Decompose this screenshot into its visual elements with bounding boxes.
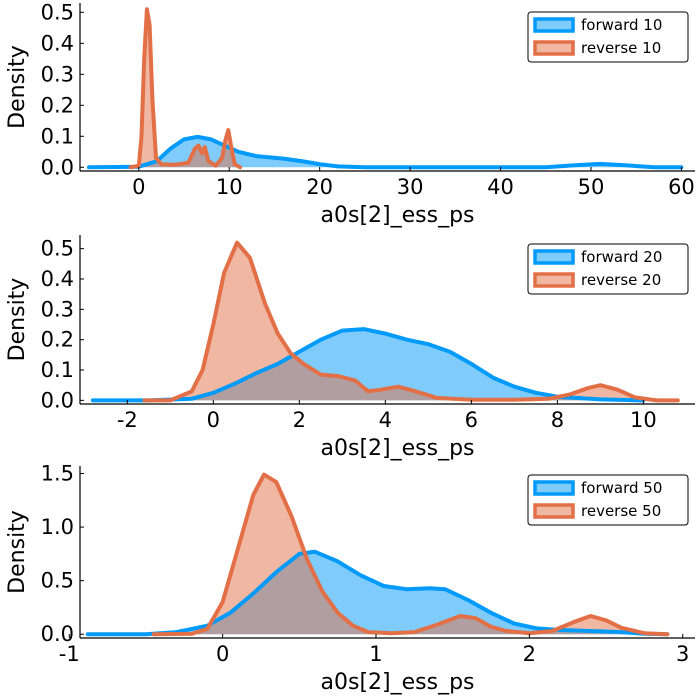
series-1-line: [90, 327, 646, 403]
series-2-area: [144, 242, 678, 401]
x-tick-label: 3: [676, 642, 689, 666]
legend-entry-label: forward 50: [581, 479, 662, 497]
series-1-area: [92, 329, 644, 401]
x-tick-label: 2: [293, 408, 306, 432]
subplot-2: -2 0 2 4 6 8 10 0.0 0.1 0.2 0.3 0.4 0.5 a0s[2]_ess_ps…: [5, 235, 695, 461]
y-tick-label: 0.0: [41, 155, 74, 179]
y-tick-label: 0.5: [41, 237, 74, 261]
series-2-area: [153, 474, 668, 635]
x-tick-label: -2: [117, 408, 138, 432]
x-tick-label: 30: [397, 175, 424, 199]
x-tick-label: 2: [523, 642, 536, 666]
y-tick-label: 0.2: [41, 93, 74, 117]
y-tick-label: 1.5: [41, 462, 74, 486]
x-tick-label: 8: [551, 408, 564, 432]
x-tick-label: 6: [465, 408, 478, 432]
legend-entry-label: forward 20: [581, 248, 662, 266]
series-2-line: [128, 7, 243, 170]
legend-swatch: [533, 17, 575, 33]
x-tick-label: 10: [630, 408, 657, 432]
x-tick-label: 0: [216, 642, 229, 666]
legend-entry-label: reverse 50: [581, 502, 661, 520]
y-axis-label: Density: [5, 278, 30, 362]
x-tick-label: 40: [487, 175, 514, 199]
x-tick-label: 0: [207, 408, 220, 432]
legend: forward 10 reverse 10: [527, 11, 689, 63]
legend-swatch: [533, 480, 575, 496]
legend-swatch: [533, 503, 575, 519]
legend: forward 20 reverse 20: [527, 243, 689, 295]
series-1-line: [85, 549, 670, 637]
y-tick-label: 0.2: [41, 328, 74, 352]
x-tick-label: 4: [379, 408, 392, 432]
x-axis-label: a0s[2]_ess_ps: [321, 203, 475, 228]
y-tick-label: 0.4: [41, 31, 74, 55]
x-tick-label: 60: [668, 175, 695, 199]
series-1-line: [87, 134, 684, 170]
x-axis-label: a0s[2]_ess_ps: [321, 436, 475, 461]
y-tick-label: 0.3: [41, 62, 74, 86]
x-tick-label: 10: [216, 175, 243, 199]
series-2-line: [142, 240, 680, 403]
y-tick-label: 0.4: [41, 267, 74, 291]
subplot-1: 0 10 20 30 40 50 60 0.0 0.1 0.2 0.3 0.4 0.5 a0s[2]_es…: [5, 0, 695, 228]
x-tick-label: -1: [59, 642, 80, 666]
legend-entry-label: reverse 10: [581, 39, 661, 57]
legend-swatch: [533, 272, 575, 288]
x-tick-label: 1: [369, 642, 382, 666]
y-tick-label: 1.0: [41, 515, 74, 539]
x-tick-label: 0: [132, 175, 145, 199]
y-tick-label: 0.1: [41, 358, 74, 382]
y-tick-label: 0.0: [41, 388, 74, 412]
y-axis-label: Density: [5, 45, 30, 129]
y-tick-label: 0.5: [41, 569, 74, 593]
legend-swatch: [533, 249, 575, 265]
legend-entry-label: forward 10: [581, 16, 662, 34]
legend: forward 50 reverse 50: [527, 474, 689, 526]
y-tick-label: 0.0: [41, 622, 74, 646]
subplot-3: -1 0 1 2 3 0.0 0.5 1.0 1.5 a0s[2]_ess_ps Density fo…: [5, 462, 695, 695]
series-2-line: [151, 472, 670, 637]
series-1-area: [89, 136, 682, 168]
y-axis-label: Density: [5, 510, 30, 594]
y-tick-label: 0.1: [41, 124, 74, 148]
legend-swatch: [533, 40, 575, 56]
x-tick-label: 50: [578, 175, 605, 199]
legend-entry-label: reverse 20: [581, 271, 661, 289]
y-tick-label: 0.5: [41, 0, 74, 24]
x-tick-label: 20: [306, 175, 333, 199]
y-tick-label: 0.3: [41, 297, 74, 321]
x-axis-label: a0s[2]_ess_ps: [321, 670, 475, 695]
